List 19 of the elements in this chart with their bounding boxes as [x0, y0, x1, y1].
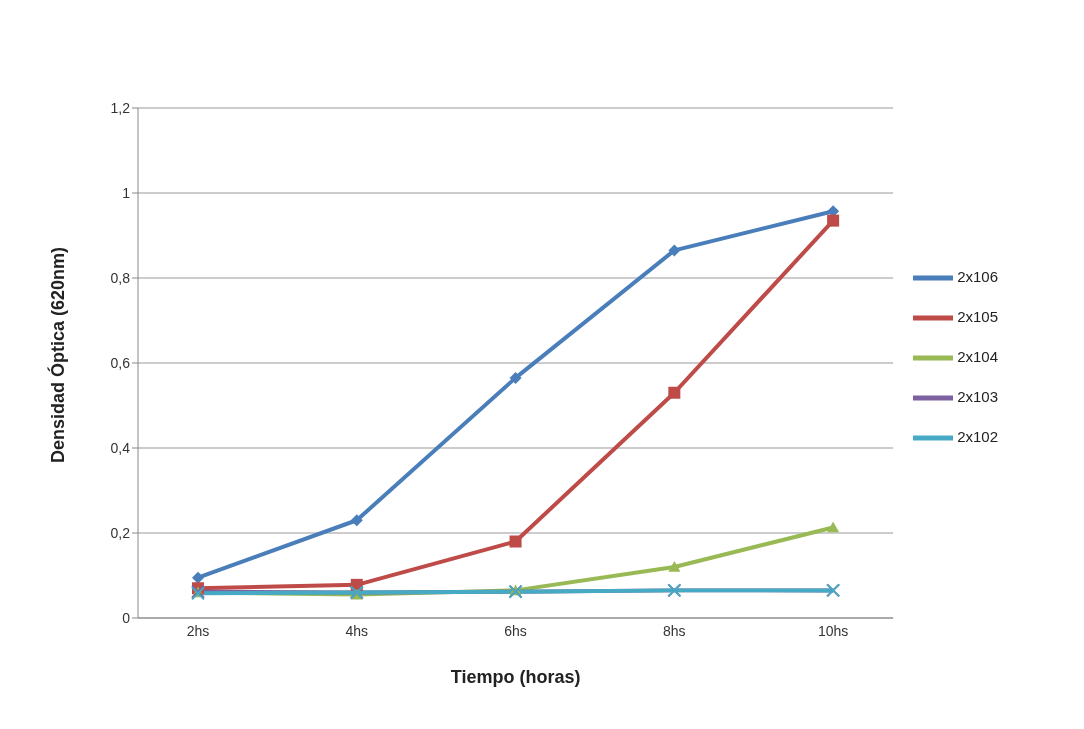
y-tick-label: 1,2 [110, 99, 131, 116]
x-tick-label: 10hs [817, 622, 849, 639]
x-tick-label: 8hs [663, 622, 686, 639]
x-tick-label: 2hs [186, 622, 210, 639]
y-tick-label: 0,6 [110, 354, 131, 371]
legend-label: 2x104 [957, 347, 998, 365]
y-tick-label: 0 [122, 609, 131, 626]
y-tick-label: 0,2 [110, 524, 131, 541]
y-tick-label: 0,4 [110, 439, 131, 456]
legend-label: 2x105 [957, 307, 998, 325]
x-tick-label: 4hs [345, 622, 369, 639]
y-axis-title: Densidad Óptica (620nm) [47, 246, 69, 463]
x-tick-label: 6hs [504, 622, 527, 639]
y-tick-label: 1 [122, 184, 131, 201]
y-tick-label: 0,8 [110, 269, 131, 286]
legend-label: 2x102 [957, 427, 998, 445]
legend-label: 2x103 [957, 387, 998, 405]
x-axis-title: Tiempo (horas) [450, 667, 581, 687]
legend-label: 2x106 [957, 267, 998, 285]
